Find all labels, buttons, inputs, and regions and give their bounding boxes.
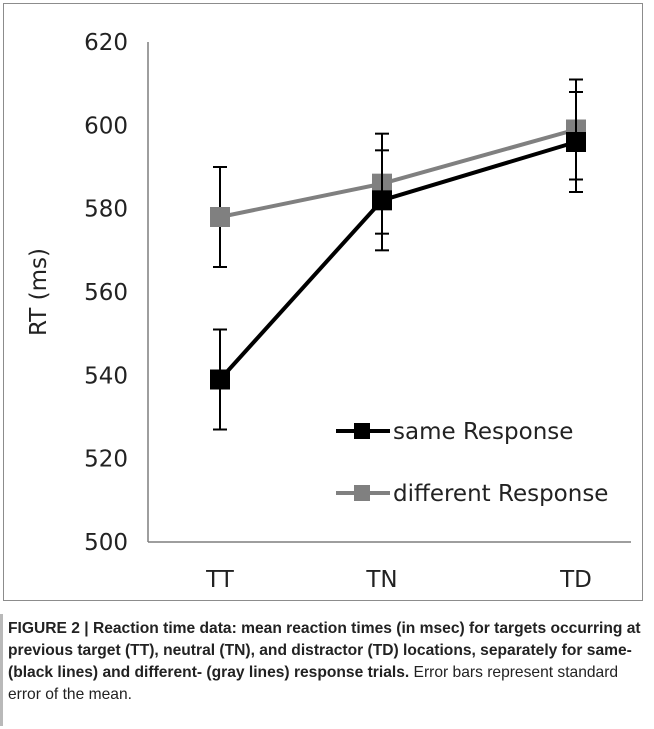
caption-label: FIGURE 2 | Reaction time data: mean reac… xyxy=(8,620,641,681)
y-tick-label: 560 xyxy=(84,280,128,306)
y-tick-labels: 500 520 540 560 580 600 620 xyxy=(84,30,128,556)
x-tick-label: TT xyxy=(205,567,235,593)
data-point-marker xyxy=(566,132,586,152)
y-tick-label: 540 xyxy=(84,363,128,389)
legend-label: different Response xyxy=(393,481,608,507)
legend-label: same Response xyxy=(393,419,573,445)
x-tick-label: TN xyxy=(365,567,397,593)
x-tick-labels: TT TN TD xyxy=(205,567,592,593)
y-tick-label: 620 xyxy=(84,30,128,56)
figure-caption: FIGURE 2 | Reaction time data: mean reac… xyxy=(8,618,646,706)
series-same-response xyxy=(210,91,586,431)
chart-axes xyxy=(147,42,631,543)
legend-marker xyxy=(354,423,370,439)
legend-marker xyxy=(354,485,370,501)
figure-frame xyxy=(3,3,643,601)
legend: same Response different Response xyxy=(336,419,608,507)
plot-area xyxy=(210,78,586,431)
y-tick-label: 600 xyxy=(84,113,128,139)
data-point-marker xyxy=(210,207,230,227)
caption-text: Error bars represent standard error of t… xyxy=(8,664,619,703)
data-point-marker xyxy=(210,369,230,390)
series-different-response xyxy=(210,78,586,268)
data-point-marker xyxy=(372,190,392,211)
y-tick-label: 580 xyxy=(84,197,128,223)
x-tick-label: TD xyxy=(559,567,592,593)
y-tick-label: 500 xyxy=(84,530,128,556)
line-chart: 500 520 540 560 580 600 620 TT TN TD RT (ms) sam… xyxy=(26,30,631,593)
caption-rule xyxy=(0,614,3,726)
series-line xyxy=(219,127,577,219)
y-axis-title: RT (ms) xyxy=(26,248,52,336)
y-tick-label: 520 xyxy=(84,447,128,473)
